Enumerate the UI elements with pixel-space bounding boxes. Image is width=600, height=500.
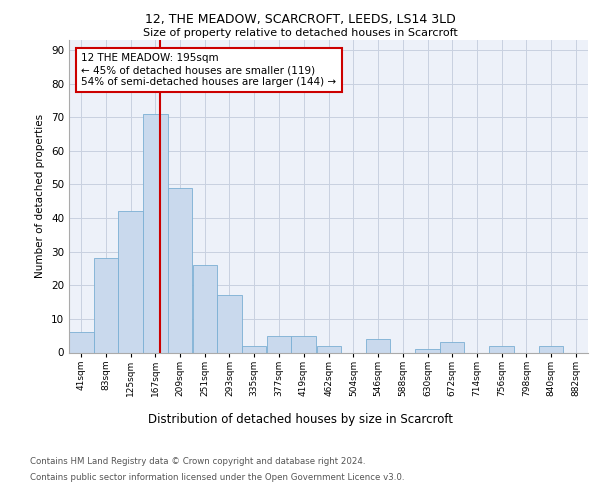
Bar bbox=[266, 336, 291, 352]
Bar bbox=[366, 339, 391, 352]
Text: 12, THE MEADOW, SCARCROFT, LEEDS, LS14 3LD: 12, THE MEADOW, SCARCROFT, LEEDS, LS14 3… bbox=[145, 12, 455, 26]
Bar bbox=[193, 265, 217, 352]
Text: Contains HM Land Registry data © Crown copyright and database right 2024.: Contains HM Land Registry data © Crown c… bbox=[30, 458, 365, 466]
Text: Size of property relative to detached houses in Scarcroft: Size of property relative to detached ho… bbox=[143, 28, 457, 38]
Bar bbox=[440, 342, 464, 352]
Text: Contains public sector information licensed under the Open Government Licence v3: Contains public sector information licen… bbox=[30, 472, 404, 482]
Bar bbox=[69, 332, 94, 352]
Bar bbox=[242, 346, 266, 352]
Bar bbox=[415, 349, 440, 352]
Bar bbox=[94, 258, 118, 352]
Bar bbox=[143, 114, 167, 352]
Bar bbox=[168, 188, 193, 352]
Bar bbox=[217, 296, 242, 352]
Text: 12 THE MEADOW: 195sqm
← 45% of detached houses are smaller (119)
54% of semi-det: 12 THE MEADOW: 195sqm ← 45% of detached … bbox=[82, 54, 337, 86]
Bar bbox=[118, 212, 143, 352]
Y-axis label: Number of detached properties: Number of detached properties bbox=[35, 114, 46, 278]
Bar bbox=[539, 346, 563, 352]
Text: Distribution of detached houses by size in Scarcroft: Distribution of detached houses by size … bbox=[148, 412, 452, 426]
Bar bbox=[490, 346, 514, 352]
Bar bbox=[317, 346, 341, 352]
Bar bbox=[292, 336, 316, 352]
